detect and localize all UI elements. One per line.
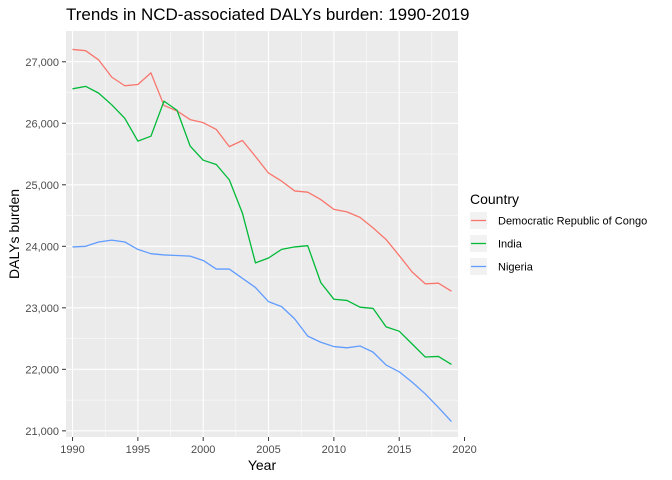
legend-title: Country [470,191,519,207]
x-tick-label: 2020 [452,444,476,456]
series-line-democratic-republic-of-congo [72,48,452,292]
legend-label-democratic-republic-of-congo: Democratic Republic of Congo [498,216,647,228]
y-tick-label: 27,000 [25,57,59,69]
y-tick-label: 23,000 [25,303,59,315]
minor-gridlines [66,31,458,437]
x-tick-label: 2015 [387,444,411,456]
legend-label-nigeria: Nigeria [498,262,534,274]
legend: Country Democratic Republic of Congo Indi… [470,191,647,275]
x-tick-label: 2010 [322,444,346,456]
legend-items: Democratic Republic of Congo India Nigeria [470,212,647,275]
y-tick-label: 24,000 [25,241,59,253]
major-gridlines [66,31,466,437]
legend-label-india: India [498,239,523,251]
series-line-nigeria [72,239,452,423]
x-axis: 1990 1995 2000 2005 2010 2015 2020 [60,437,477,456]
x-tick-label: 2005 [256,444,280,456]
y-axis-title: DALYs burden [6,189,22,279]
series-line-india [72,85,452,365]
x-tick-label: 1990 [60,444,84,456]
y-tick-label: 22,000 [25,364,59,376]
y-tick-label: 25,000 [25,180,59,192]
x-tick-label: 1995 [126,444,150,456]
series-lines [72,48,452,423]
x-axis-title: Year [248,457,277,473]
x-tick-label: 2000 [191,444,215,456]
y-tick-label: 21,000 [25,426,59,438]
y-tick-label: 26,000 [25,118,59,130]
y-axis: 21,000 22,000 23,000 24,000 25,000 26,000 27,0… [25,57,66,438]
chart-title: Trends in NCD-associated DALYs burden: 1… [66,5,470,24]
